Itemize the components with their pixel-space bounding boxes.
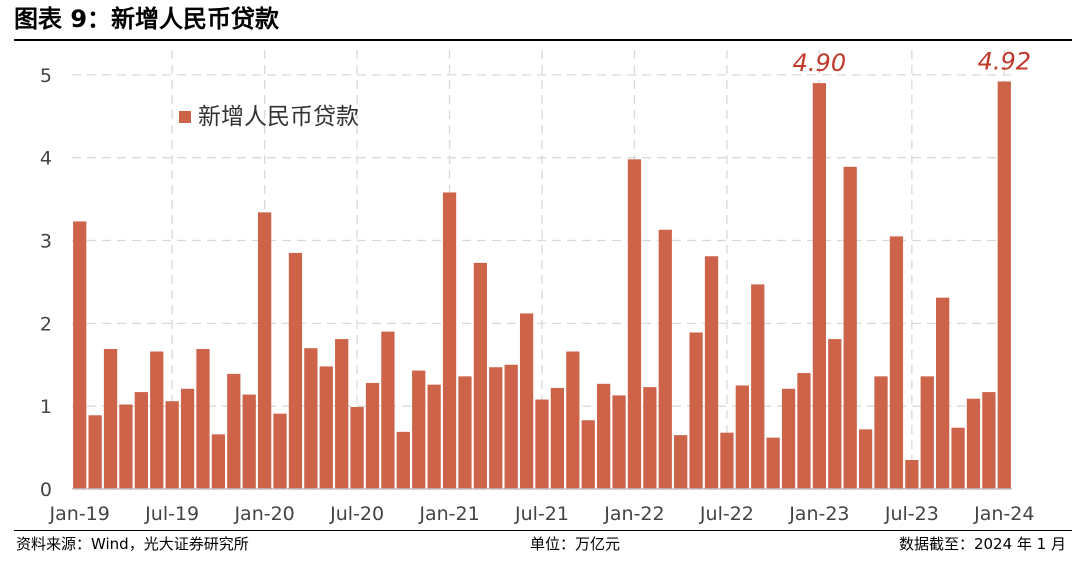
bar [627,159,642,489]
x-tick-label: Jul-21 [514,503,569,525]
source-note: 资料来源：Wind，光大证券研究所 [16,535,249,553]
bar [180,388,195,489]
bar [519,313,534,489]
bar [458,376,472,489]
legend-label: 新增人民币贷款 [198,104,359,130]
bar [227,373,241,489]
bar [550,387,565,489]
bar [150,351,164,489]
bar [658,229,672,489]
bar [103,349,118,489]
bar [951,427,965,489]
as-of-note: 数据截至：2024 年 1 月 [898,535,1066,553]
x-tick-label: Jan-20 [233,503,294,525]
data-label: 4.90 [793,49,846,77]
bar [412,370,426,489]
bar [689,332,703,489]
bar [766,437,780,489]
bar [828,339,842,489]
y-tick-label: 5 [40,65,52,87]
y-tick-label: 4 [40,148,52,170]
bar [566,351,580,489]
bar [119,404,133,489]
bar [612,395,626,489]
bar [751,284,765,489]
bar [920,376,934,489]
bar [704,256,719,489]
bar [797,373,811,489]
x-tick-label: Jul-19 [144,503,199,525]
bar [381,331,395,489]
x-tick-label: Jan-22 [603,503,664,525]
bar [504,364,518,489]
bar [350,406,364,489]
y-tick-label: 3 [40,231,52,253]
bar [396,431,410,489]
x-tick-label: Jan-24 [973,503,1034,525]
bar [812,83,827,489]
bar [304,348,318,489]
bar [674,435,688,489]
bar [905,460,919,489]
bar [735,385,749,489]
bar [858,429,873,489]
bar [997,81,1011,490]
bar [843,166,857,489]
bar [581,420,595,489]
title-divider [14,39,1072,41]
bar [442,192,457,489]
bar-chart: 0 1 2 3 4 5 Jan-19 Jul-19 Jan-20 Jul-20 Jan-21 Jul-… [40,47,1035,525]
bar [134,392,148,489]
y-tick-label: 1 [40,396,52,418]
bar [966,398,981,489]
bar [781,388,796,489]
x-tick-label: Jan-21 [418,503,479,525]
bar [936,297,950,489]
bar [473,262,487,489]
bar [319,366,333,489]
figure-title: 图表 9：新增人民币贷款 [14,5,280,33]
bar [643,387,657,489]
bar [211,434,226,489]
bar [88,415,102,489]
x-tick-label: Jan-23 [788,503,849,525]
bar [365,382,380,489]
bar [273,413,287,489]
bar [165,401,179,489]
bar [335,339,349,489]
bar [196,349,210,489]
bar [288,252,303,489]
bar [427,384,441,489]
bar [242,394,256,489]
x-tick-label: Jul-20 [329,503,384,525]
bar [73,221,87,489]
x-tick-label: Jul-22 [699,503,754,525]
data-label: 4.92 [978,47,1031,75]
legend-swatch [179,111,191,123]
bar [489,367,503,489]
footer-divider [14,530,1072,531]
y-tick-label: 0 [40,479,52,501]
bar [720,432,734,489]
bar [889,236,904,489]
x-tick-label: Jul-23 [884,503,939,525]
bar [597,383,611,489]
bar [982,392,996,489]
bar [257,212,272,489]
y-tick-label: 2 [40,313,52,335]
bar [874,376,888,489]
x-tick-label: Jan-19 [49,503,110,525]
bar [535,399,549,489]
unit-note: 单位：万亿元 [530,535,621,553]
